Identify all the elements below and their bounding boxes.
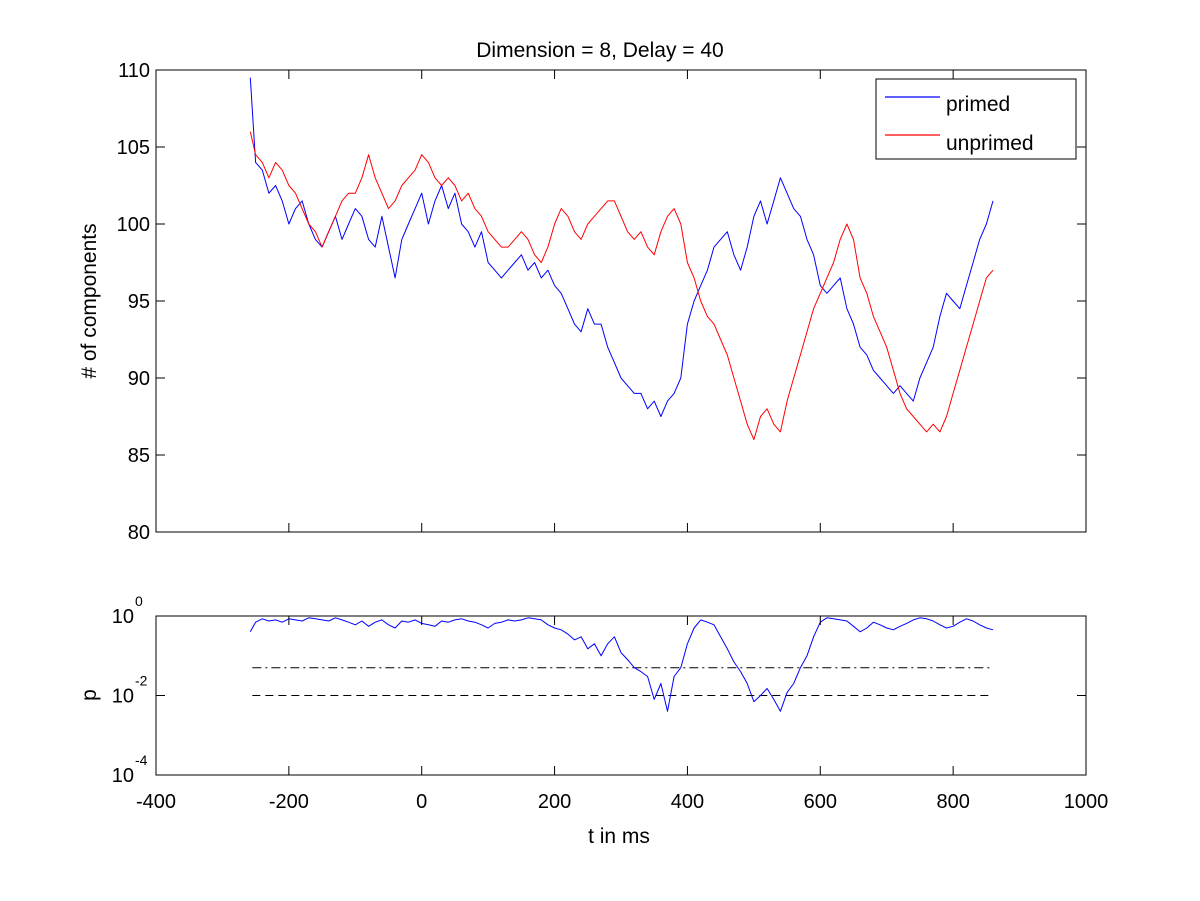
legend-box — [875, 78, 1077, 160]
series-line-primed — [249, 77, 994, 417]
bottom-x-tick-label: 0 — [416, 791, 427, 813]
bottom-y-tick-label: 10 — [112, 606, 134, 628]
top-y-axis-label: # of components — [78, 223, 101, 378]
top-panel: 80 85 90 95 100 105 110 Dimension = 8, Delay =… — [78, 39, 1087, 544]
bottom-x-tick-label: 600 — [804, 791, 837, 813]
bottom-x-tick-label: -400 — [136, 791, 176, 813]
legend-label-unprimed: unprimed — [946, 132, 1034, 155]
bottom-y-tick-exponent: 0 — [135, 593, 143, 609]
top-y-ticks: 80 85 90 95 100 105 110 — [117, 60, 1087, 544]
bottom-y-tick-label: 10 — [112, 686, 134, 708]
top-y-tick-label: 105 — [117, 137, 150, 159]
series-line-unprimed — [249, 131, 994, 441]
bottom-x-tick-label: -200 — [269, 791, 309, 813]
top-y-tick-label: 90 — [128, 368, 150, 390]
top-y-tick-label: 80 — [128, 522, 150, 544]
legend-label-primed: primed — [946, 93, 1010, 116]
bottom-y-axis-label: p — [78, 689, 101, 701]
p-value-line — [249, 617, 994, 712]
bottom-x-tick-label: 200 — [538, 791, 571, 813]
reference-lines — [252, 667, 993, 696]
top-y-tick-label: 110 — [118, 60, 150, 82]
bottom-lines — [249, 617, 994, 712]
top-y-tick-label: 100 — [117, 214, 150, 236]
top-y-tick-label: 95 — [128, 291, 150, 313]
top-lines — [249, 77, 994, 441]
bottom-x-ticks: -400 -200 0 200 400 600 800 1000 — [136, 616, 1108, 813]
bottom-x-tick-label: 1000 — [1064, 791, 1109, 813]
bottom-y-tick-label: 10 — [112, 765, 134, 787]
bottom-x-axis-label: t in ms — [588, 825, 650, 848]
bottom-y-tick-exponent: -4 — [135, 752, 148, 768]
bottom-x-tick-label: 400 — [671, 791, 704, 813]
chart-title: Dimension = 8, Delay = 40 — [476, 39, 723, 62]
legend: primed unprimed — [875, 78, 1077, 160]
bottom-x-tick-label: 800 — [936, 791, 969, 813]
bottom-y-tick-exponent: -2 — [135, 673, 148, 689]
top-y-tick-label: 85 — [128, 445, 150, 467]
